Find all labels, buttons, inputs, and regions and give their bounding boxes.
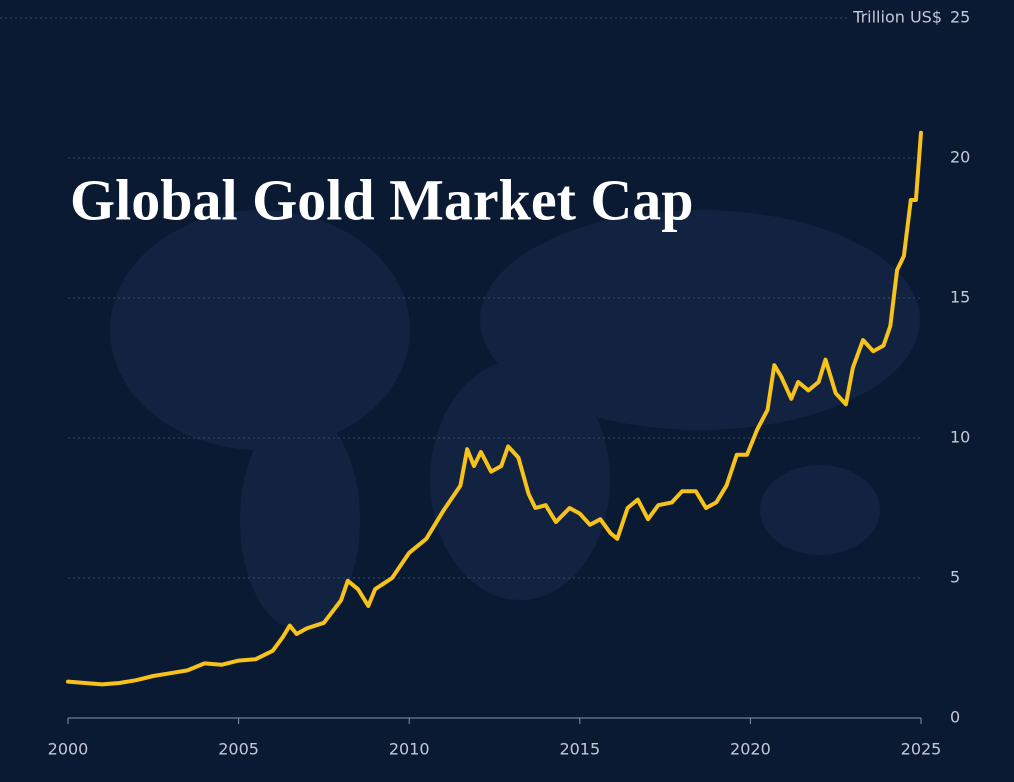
map-shape: [240, 410, 360, 630]
y-tick-label: 15: [950, 288, 970, 307]
x-tick-label: 2010: [389, 740, 430, 759]
map-shape: [760, 465, 880, 555]
map-shape: [480, 210, 920, 430]
x-tick-label: 2000: [48, 740, 89, 759]
x-tick-label: 2020: [730, 740, 771, 759]
x-tick-label: 2005: [218, 740, 259, 759]
y-unit-label: Trillion US$: [852, 8, 942, 27]
y-tick-label: 25: [950, 8, 970, 27]
x-tick-label: 2025: [901, 740, 942, 759]
map-shape: [110, 210, 410, 450]
y-tick-label: 10: [950, 428, 970, 447]
x-tick-label: 2015: [559, 740, 600, 759]
data-line: [66, 130, 923, 687]
y-tick-label: 20: [950, 148, 970, 167]
y-tick-label: 0: [950, 708, 960, 727]
chart-title: Global Gold Market Cap: [70, 167, 694, 232]
y-tick-label: 5: [950, 568, 960, 587]
map-shape: [430, 360, 610, 600]
